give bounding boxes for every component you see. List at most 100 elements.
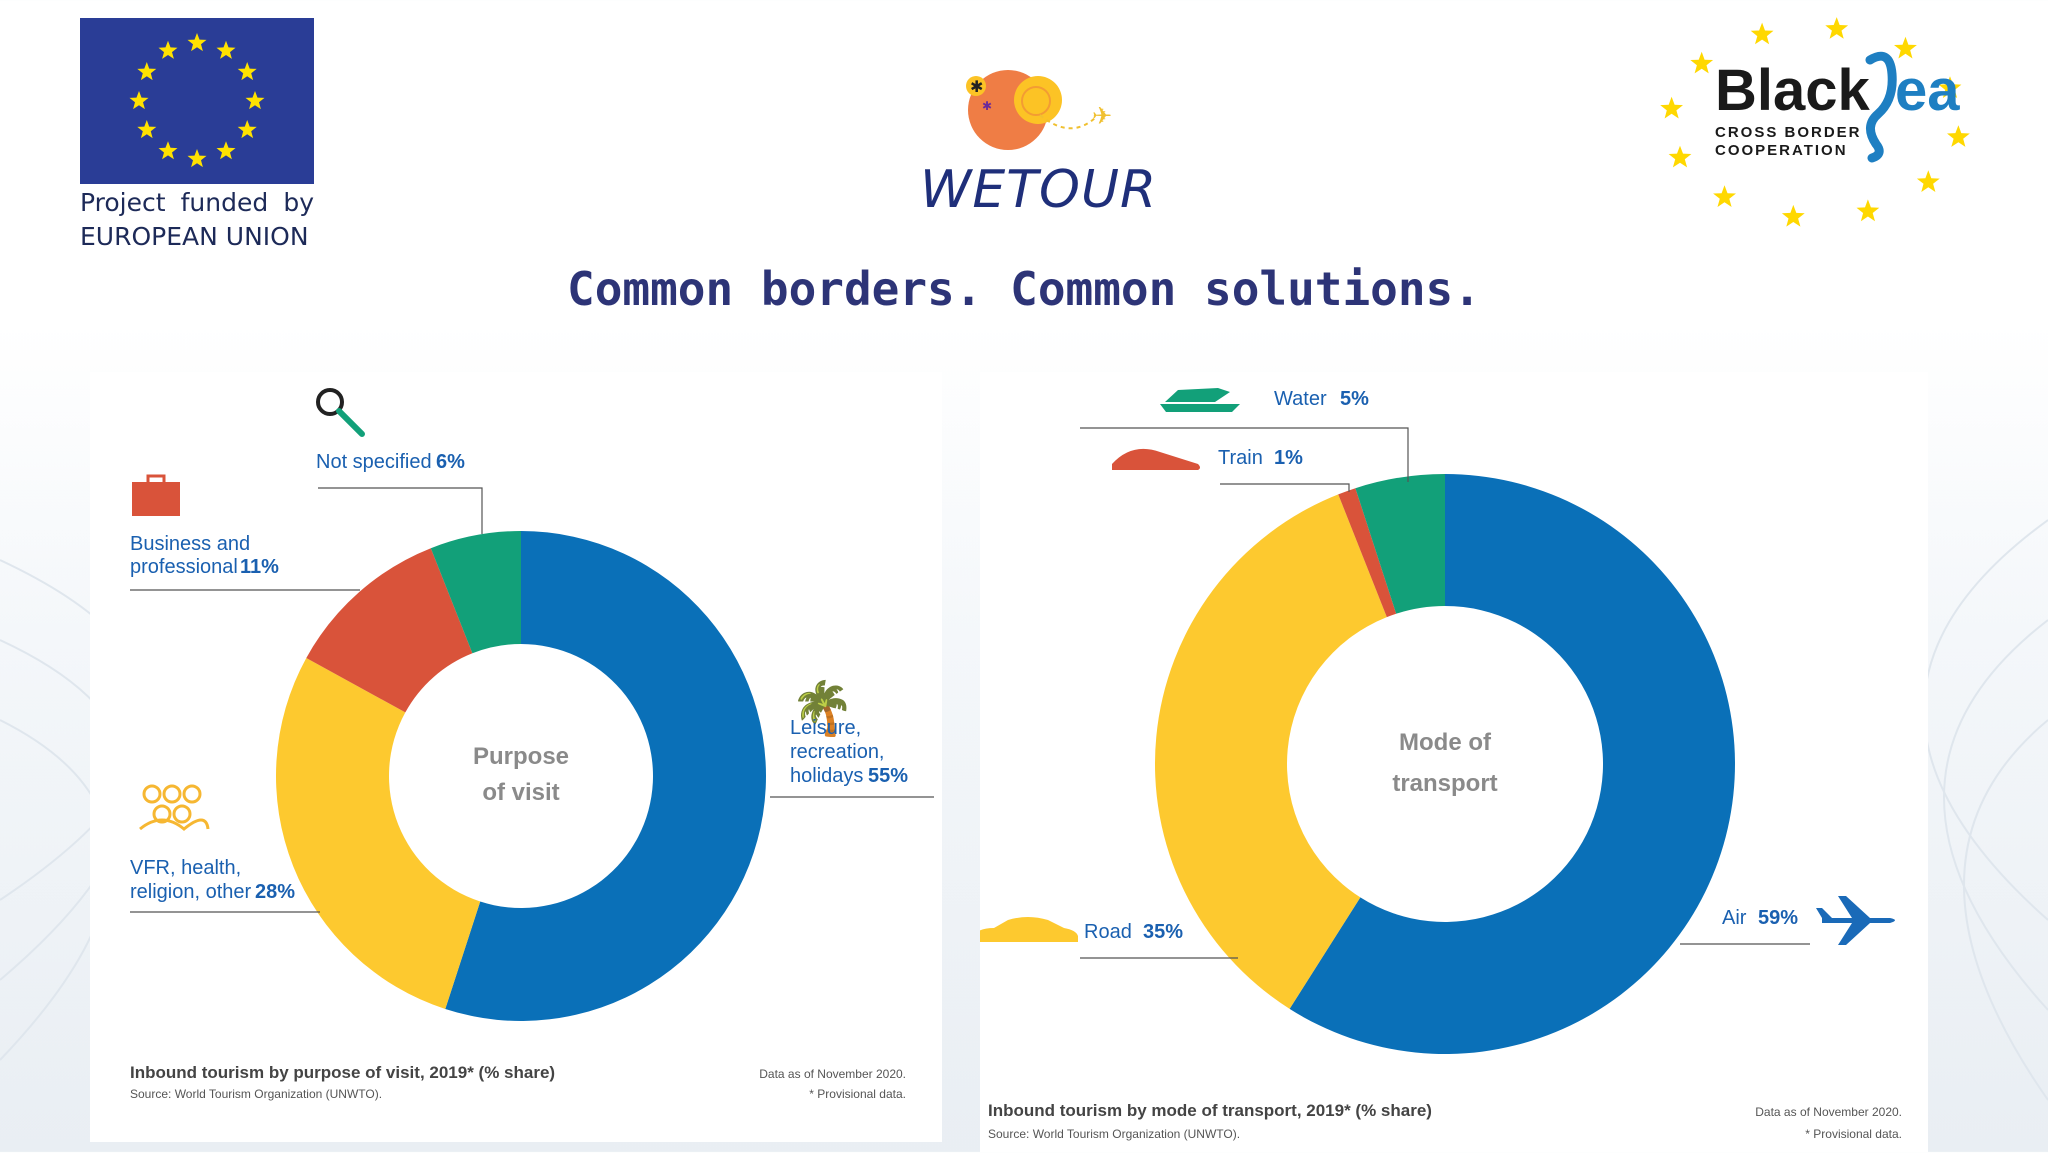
vfr-label: VFR, health, religion, other 28% (130, 784, 295, 903)
center-label: of visit (482, 779, 559, 806)
transport-slice-0 (1289, 474, 1735, 1054)
value-label: 5% (1340, 388, 1369, 410)
value-label: 35% (1143, 921, 1183, 943)
blacksea-title-a: Black (1715, 58, 1871, 123)
blacksea-star (1856, 199, 1880, 222)
purpose-slice-0 (445, 531, 766, 1022)
purpose-slice-1 (275, 657, 481, 1010)
blacksea-star (1947, 125, 1970, 147)
label-line: Train (1218, 447, 1263, 469)
blacksea-star (1750, 22, 1774, 45)
label-line: recreation, (790, 741, 885, 763)
eu-caption-word: by (283, 188, 314, 217)
svg-text:✱: ✱ (982, 99, 992, 113)
chart-title: Inbound tourism by purpose of visit, 201… (130, 1063, 555, 1082)
center-label: transport (1392, 770, 1497, 797)
purpose-of-visit-donut-chart: Purpose of visit 🌴 Leisure, recreation, … (130, 388, 934, 1101)
provisional-note: * Provisional data. (1805, 1127, 1902, 1141)
value-label: 55% (868, 765, 908, 787)
eu-star (216, 40, 236, 59)
provisional-note: * Provisional data. (809, 1087, 906, 1101)
label-line: Air (1722, 907, 1747, 929)
road-label: Road 35% (974, 917, 1183, 943)
not-specified-label: Not specified 6% (316, 388, 465, 473)
eu-star (137, 120, 157, 139)
mode-of-transport-donut-chart: Mode of transport Water 5% Train 1% Road… (974, 388, 1902, 1141)
value-label: 59% (1758, 907, 1798, 929)
air-label: Air 59% (1722, 896, 1895, 945)
chart-source: Source: World Tourism Organization (UNWT… (130, 1087, 382, 1101)
label-line: Road (1084, 921, 1132, 943)
eu-star (237, 62, 257, 81)
blacksea-star (1781, 204, 1805, 227)
train-icon (1112, 448, 1200, 470)
palm-tree-icon: 🌴 (790, 678, 855, 738)
blacksea-star (1668, 145, 1692, 168)
eu-star (158, 141, 178, 160)
car-icon (974, 917, 1078, 942)
blacksea-star (1660, 96, 1683, 119)
tagline: Common borders. Common solutions. (567, 262, 1481, 316)
eu-star (137, 62, 157, 81)
eu-star (158, 40, 178, 59)
eu-star (187, 149, 207, 168)
svg-text:✱: ✱ (970, 79, 983, 96)
transport-slice-1 (1154, 494, 1387, 1009)
label-line: Water (1274, 388, 1327, 410)
blacksea-star (1894, 36, 1917, 59)
data-date-note: Data as of November 2020. (759, 1067, 906, 1081)
blacksea-title-b: ea (1895, 58, 1960, 123)
eu-flag-logo (80, 18, 314, 184)
center-label: Purpose (473, 743, 569, 770)
airplane-icon (1816, 896, 1895, 945)
value-label: 11% (240, 556, 279, 578)
blacksea-sub1: CROSS BORDER (1715, 124, 1862, 141)
black-sea-cbc-logo: Black ea CROSS BORDER COOPERATION (1660, 17, 1970, 227)
water-label: Water 5% (1160, 388, 1369, 412)
transport-slice-2 (1338, 488, 1397, 618)
center-label: Mode of (1399, 729, 1492, 756)
label-line: religion, other (130, 881, 252, 903)
purpose-of-visit-panel: Purpose of visit 🌴 Leisure, recreation, … (90, 372, 942, 1142)
purpose-slice-3 (430, 531, 521, 654)
eu-star (245, 91, 265, 110)
label-line: professional (130, 556, 238, 578)
chart-source: Source: World Tourism Organization (UNWT… (988, 1127, 1240, 1141)
blacksea-star (1713, 185, 1736, 207)
chart-title: Inbound tourism by mode of transport, 20… (988, 1101, 1432, 1120)
label-line: VFR, health, (130, 857, 241, 879)
eu-star (129, 91, 149, 110)
label-line: holidays (790, 765, 863, 787)
blacksea-star (1916, 170, 1940, 192)
purpose-slice-2 (306, 548, 473, 713)
ship-icon (1160, 388, 1240, 412)
train-label: Train 1% (1112, 447, 1303, 470)
leisure-label: 🌴 Leisure, recreation, holidays 55% (790, 678, 908, 787)
label-line: Not specified (316, 451, 432, 473)
blacksea-star (1825, 17, 1849, 39)
eu-caption-line2: EUROPEAN UNION (80, 222, 309, 251)
blacksea-star (1938, 76, 1962, 98)
data-date-note: Data as of November 2020. (1755, 1105, 1902, 1119)
wetour-logo: ✱ ✱ ✈ (966, 70, 1112, 150)
eu-star (216, 141, 236, 160)
eu-star (187, 33, 207, 52)
transport-slice-3 (1355, 474, 1445, 614)
svg-text:✈: ✈ (1092, 103, 1112, 130)
label-line: Leisure, (790, 717, 861, 739)
value-label: 6% (436, 451, 465, 473)
people-group-icon (139, 784, 210, 831)
eu-caption-word: funded (180, 188, 269, 217)
eu-star (237, 120, 257, 139)
business-label: Business and professional 11% (130, 474, 279, 578)
value-label: 1% (1274, 447, 1303, 469)
label-line: Business and (130, 533, 250, 555)
magnifier-icon (316, 388, 365, 437)
value-label: 28% (255, 881, 295, 903)
eu-caption-word: Project (80, 188, 166, 217)
briefcase-icon (132, 474, 180, 516)
eu-funding-caption: Project funded by EUROPEAN UNION (80, 186, 314, 254)
wetour-wordmark: WETOUR (920, 160, 1158, 220)
mode-of-transport-panel: Mode of transport Water 5% Train 1% Road… (974, 372, 1928, 1152)
blacksea-sub2: COOPERATION (1715, 142, 1848, 159)
